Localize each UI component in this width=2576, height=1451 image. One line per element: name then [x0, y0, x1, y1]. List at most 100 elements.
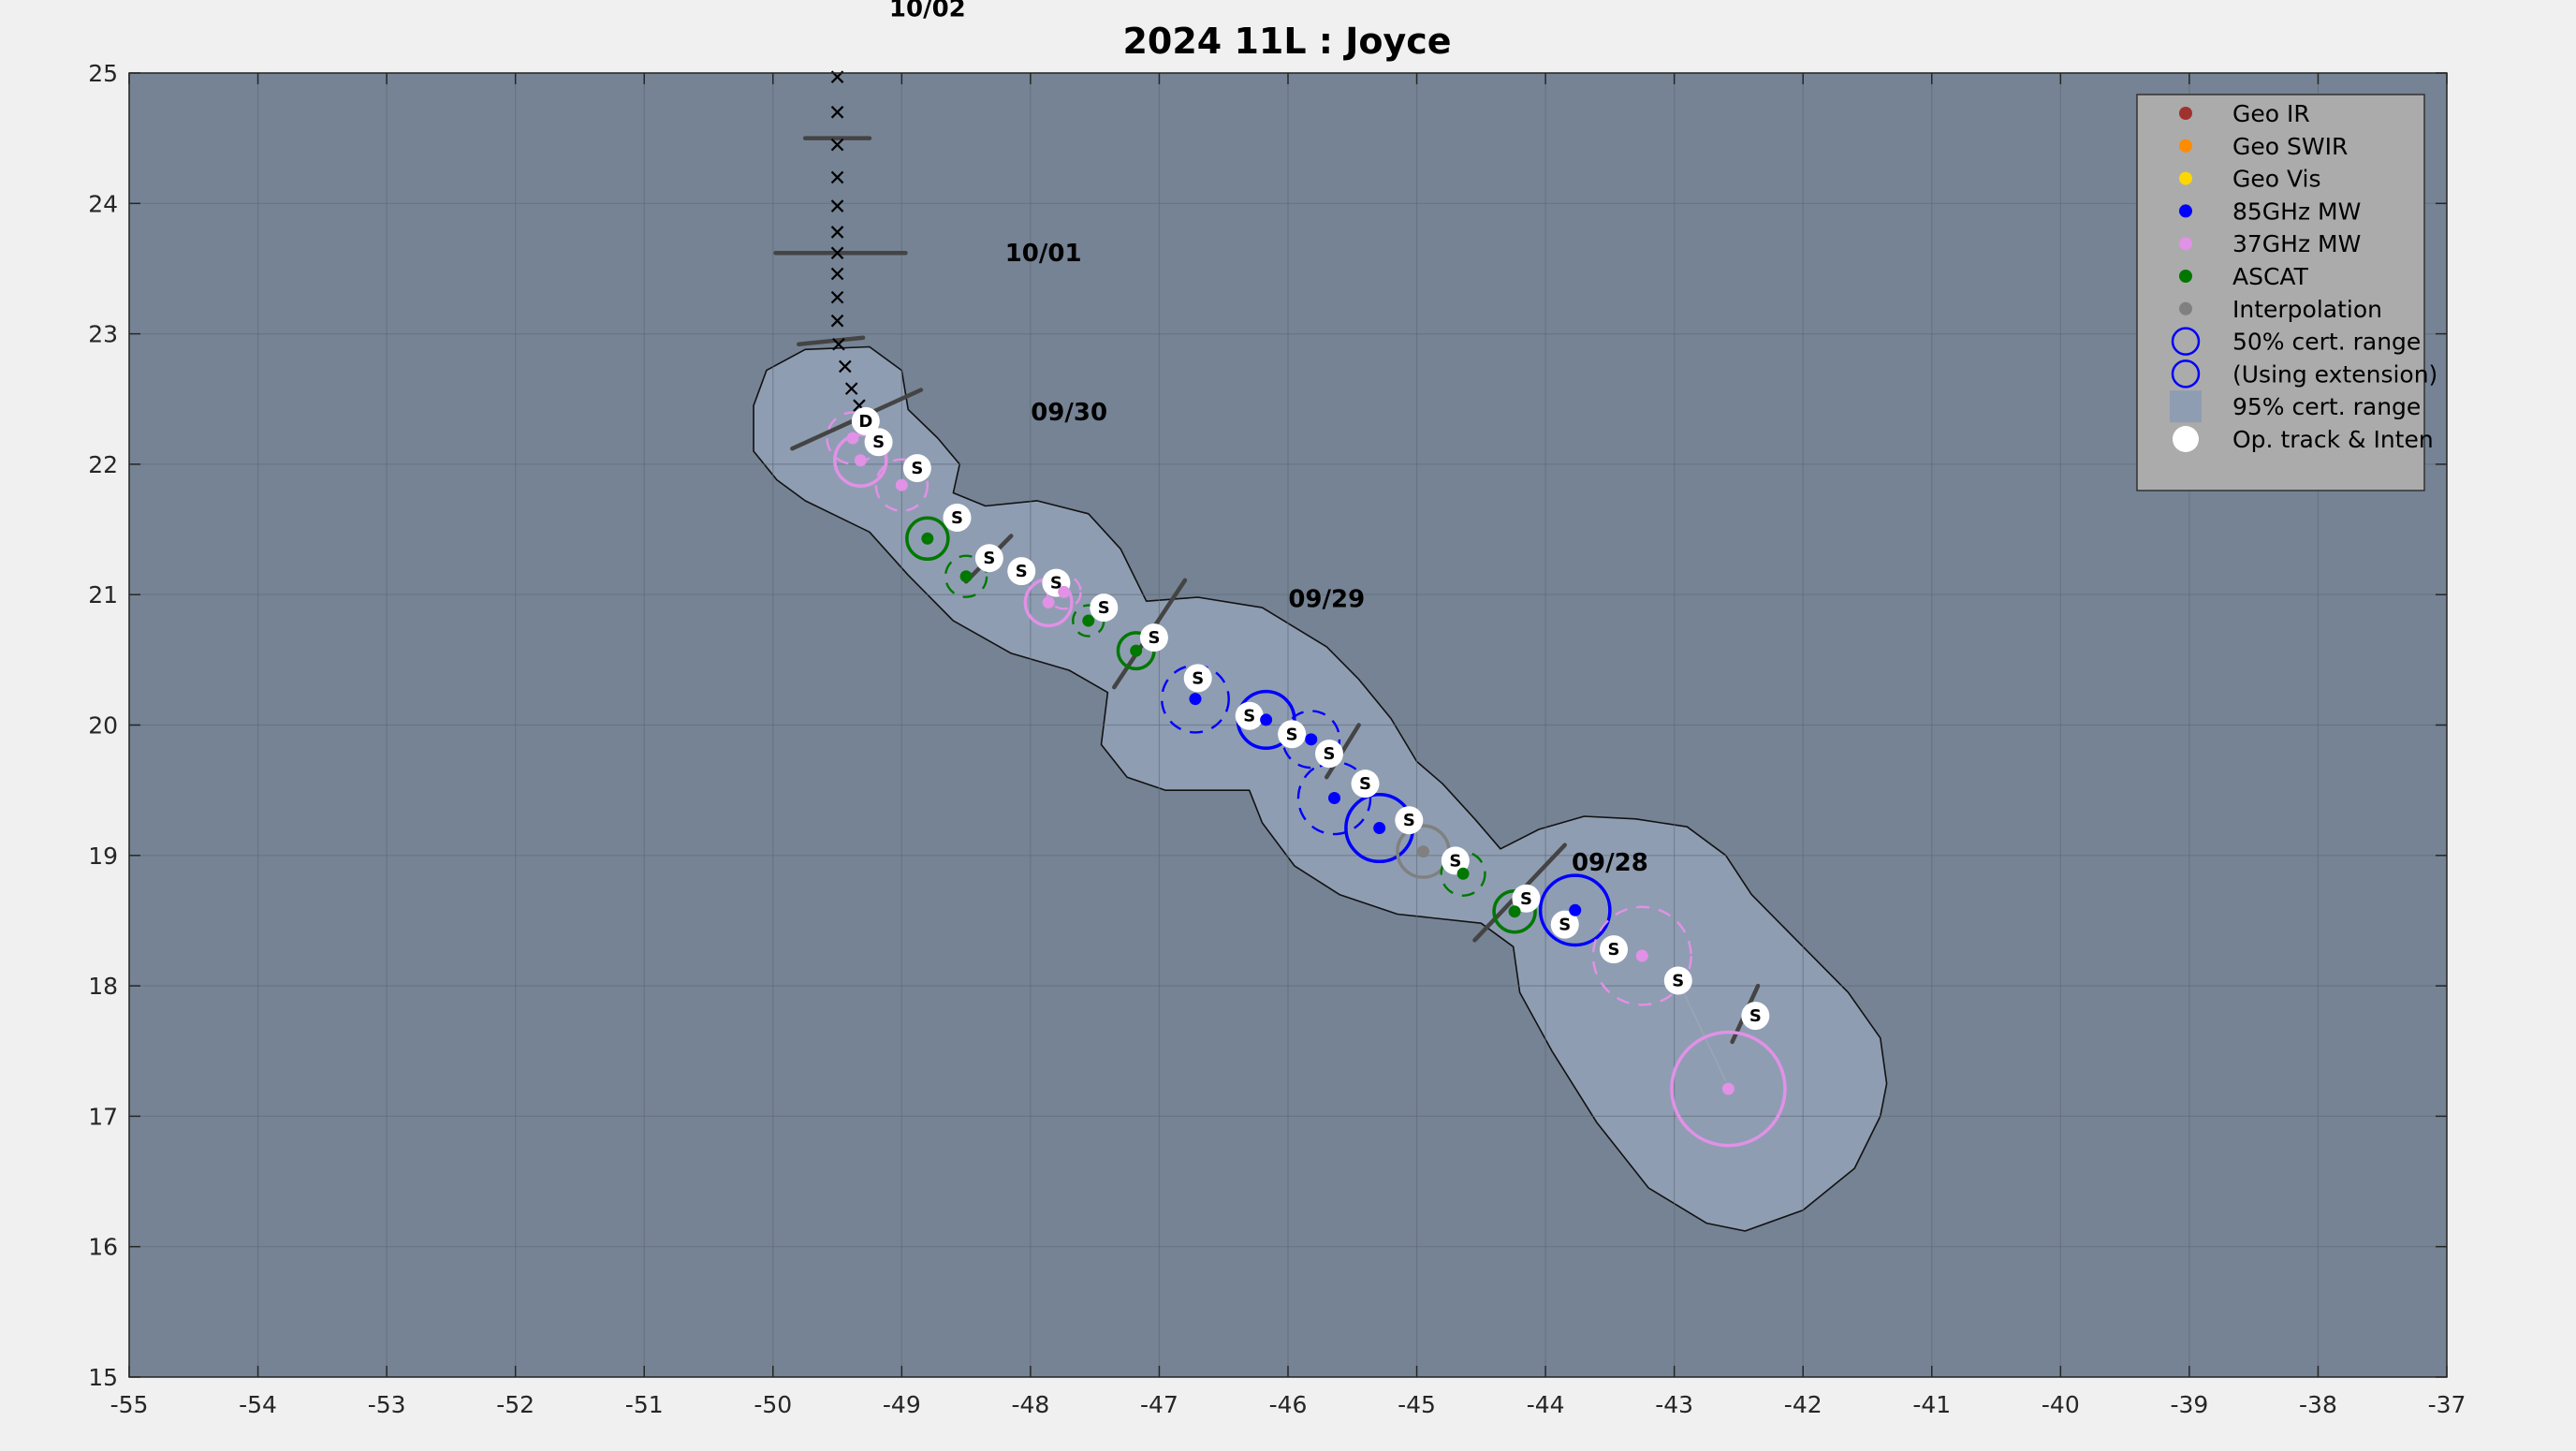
op-track-dot	[1395, 806, 1424, 835]
fix-dot-mw37	[1058, 585, 1071, 598]
legend-marker-whitedot	[2173, 426, 2199, 452]
forecast-track-marker	[830, 226, 844, 239]
op-track-dot	[943, 504, 972, 533]
forecast-track-marker	[830, 314, 844, 328]
intensity-letter: S	[1672, 972, 1684, 991]
x-tick-label: -45	[1398, 1391, 1436, 1418]
intensity-letter: S	[1449, 851, 1461, 871]
fix-dot-mw37	[854, 454, 867, 467]
op-track-dot	[864, 428, 893, 457]
intensity-letter: S	[983, 549, 995, 568]
certainty-circle-ascat	[944, 554, 988, 598]
certainty-circle-ascat	[905, 516, 950, 562]
fix-dot-mw37	[1721, 1082, 1734, 1095]
y-tick-label: 18	[88, 973, 118, 1000]
y-tick-label: 15	[88, 1364, 118, 1391]
intensity-letter: S	[1520, 889, 1532, 909]
fix-dot-ascat	[959, 570, 973, 583]
fix-dot-mw85	[1569, 903, 1582, 916]
op-track-point: S	[1315, 740, 1344, 769]
x-tick-label: -48	[1011, 1391, 1049, 1418]
y-tick-label: 23	[88, 321, 118, 348]
certainty-circle-mw85	[1281, 710, 1341, 769]
op-track-dot	[1351, 769, 1380, 799]
legend-label: Op. track & Inten	[2232, 426, 2434, 453]
intensity-letter: S	[1243, 707, 1255, 726]
legend-label: Geo SWIR	[2232, 133, 2348, 160]
x-tick-label: -41	[1912, 1391, 1951, 1418]
x-tick-label: -50	[754, 1391, 792, 1418]
connector-line	[1677, 980, 1727, 1082]
forecast-track-marker	[830, 290, 844, 304]
fix-dot-ascat	[1130, 644, 1143, 657]
legend-label: 37GHz MW	[2232, 230, 2361, 257]
op-track-point: S	[1741, 1002, 1770, 1031]
legend-entry: 50% cert. range	[2171, 327, 2421, 356]
intensity-letter: S	[1608, 940, 1620, 960]
op-track-point: S	[1550, 910, 1579, 939]
forecast-track-marker	[844, 382, 858, 395]
legend-marker-rect	[2170, 390, 2202, 423]
x-tick-label: -44	[1527, 1391, 1565, 1418]
op-track-point: S	[864, 428, 893, 457]
op-track-point: S	[1007, 557, 1036, 586]
legend-entry: Geo Vis	[2179, 166, 2321, 193]
legend-label: Interpolation	[2232, 296, 2382, 323]
op-track-point: S	[943, 504, 972, 533]
op-track-dot	[1090, 594, 1119, 623]
intensity-letter: S	[1324, 744, 1336, 764]
legend-marker-dot	[2179, 301, 2192, 315]
legend-label: 95% cert. range	[2232, 393, 2421, 420]
op-track-dot	[1315, 740, 1344, 769]
legend-entry: Op. track & Inten	[2173, 426, 2434, 453]
op-track-point: S	[1090, 594, 1119, 623]
x-tick-label: -42	[1784, 1391, 1822, 1418]
y-tick-label: 16	[88, 1234, 118, 1261]
op-track-dot	[1663, 966, 1692, 995]
certainty-cone-95	[753, 345, 1888, 1232]
legend-entry: 95% cert. range	[2170, 390, 2421, 423]
legend: Geo IR Geo SWIR Geo Vis 85GHz MW 37GHz MW ASC…	[2136, 94, 2437, 491]
legend-label: (Using extension)	[2232, 360, 2437, 388]
op-track-dot	[1550, 910, 1579, 939]
x-tick-label: -54	[239, 1391, 277, 1418]
legend-marker-dot	[2179, 270, 2192, 283]
date-label: 09/30	[1031, 399, 1107, 427]
legend-label: 85GHz MW	[2232, 198, 2361, 225]
legend-entry: ASCAT	[2179, 263, 2309, 290]
certainty-circle-mw37	[874, 458, 929, 512]
intensity-letter: S	[1403, 811, 1415, 830]
op-track-dot	[1139, 623, 1168, 652]
x-tick-label: -49	[883, 1391, 921, 1418]
x-tick-label: -55	[110, 1391, 149, 1418]
legend-label: Geo Vis	[2232, 166, 2321, 193]
op-track-point: S	[1183, 664, 1212, 693]
x-tick-label: -39	[2170, 1391, 2208, 1418]
plot-area: DSSSSSSSSSSSSSSSSSSSS10/0210/0109/3009/2…	[128, 0, 2448, 1378]
intensity-letter: S	[1559, 916, 1571, 935]
intensity-letter: S	[1016, 562, 1028, 581]
legend-entry: (Using extension)	[2171, 359, 2437, 388]
y-tick-label: 19	[88, 843, 118, 870]
op-track-dot	[851, 406, 880, 435]
x-tick-label: -47	[1140, 1391, 1178, 1418]
fix-dot-mw37	[1635, 949, 1648, 962]
intensity-letter: S	[1148, 628, 1160, 648]
fix-dot-ascat	[1082, 614, 1095, 627]
op-track-point: S	[1139, 623, 1168, 652]
intensity-letter: S	[1098, 598, 1110, 618]
forecast-track-marker	[830, 106, 844, 119]
legend-entry: Geo IR	[2179, 100, 2310, 127]
op-track-dot	[1278, 720, 1307, 749]
op-track-dot	[974, 544, 1003, 573]
y-tick-label: 25	[88, 60, 118, 87]
certainty-circle-mw37	[833, 432, 888, 488]
fix-dot-mw85	[1305, 733, 1318, 746]
y-tick-label: 22	[88, 451, 118, 478]
x-tick-label: -46	[1269, 1391, 1308, 1418]
fix-dot-ascat	[1456, 867, 1470, 880]
forecast-track-marker	[830, 138, 844, 152]
certainty-circle-mw37	[1591, 905, 1692, 1006]
